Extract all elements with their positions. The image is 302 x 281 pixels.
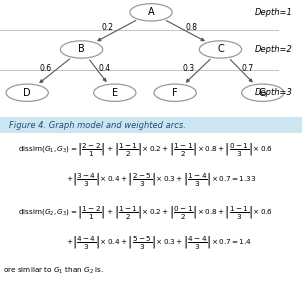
- Text: $+\left|\dfrac{4-4}{3}\right|\!\times 0.4+\left|\dfrac{5-5}{3}\right|\!\times 0.: $+\left|\dfrac{4-4}{3}\right|\!\times 0.…: [66, 234, 252, 251]
- Text: Depth=3: Depth=3: [255, 88, 293, 97]
- Circle shape: [154, 84, 196, 101]
- Text: B: B: [78, 44, 85, 55]
- Text: $+\left|\dfrac{3-4}{3}\right|\!\times 0.4+\left|\dfrac{2-5}{3}\right|\!\times 0.: $+\left|\dfrac{3-4}{3}\right|\!\times 0.…: [66, 171, 257, 188]
- Circle shape: [199, 41, 242, 58]
- Circle shape: [6, 84, 48, 101]
- FancyBboxPatch shape: [0, 117, 302, 133]
- Text: Depth=1: Depth=1: [255, 8, 293, 17]
- Text: Figure 4. Graph model and weighted arcs.: Figure 4. Graph model and weighted arcs.: [9, 121, 186, 130]
- Text: 0.2: 0.2: [101, 23, 113, 32]
- Text: 0.7: 0.7: [242, 64, 254, 72]
- Text: 0.3: 0.3: [183, 64, 195, 72]
- Text: C: C: [217, 44, 224, 55]
- Circle shape: [242, 84, 284, 101]
- Text: D: D: [23, 88, 31, 98]
- Text: ore similar to $G_1$ than $G_2$ is.: ore similar to $G_1$ than $G_2$ is.: [3, 266, 104, 276]
- Text: Depth=2: Depth=2: [255, 45, 293, 54]
- Text: dissim$(G_1,G_3) = \left|\dfrac{2-2}{1}\right|+\left|\dfrac{1-1}{2}\right|\!\tim: dissim$(G_1,G_3) = \left|\dfrac{2-2}{1}\…: [18, 141, 273, 158]
- Text: E: E: [112, 88, 118, 98]
- Text: G: G: [259, 88, 266, 98]
- Circle shape: [130, 4, 172, 21]
- Text: F: F: [172, 88, 178, 98]
- Text: 0.6: 0.6: [39, 64, 51, 72]
- Text: 0.8: 0.8: [186, 23, 198, 32]
- Text: A: A: [148, 7, 154, 17]
- Text: dissim$(G_2,G_3) = \left|\dfrac{1-2}{1}\right|+\left|\dfrac{1-1}{2}\right|\!\tim: dissim$(G_2,G_3) = \left|\dfrac{1-2}{1}\…: [18, 204, 273, 221]
- Text: 0.4: 0.4: [98, 64, 110, 72]
- Circle shape: [60, 41, 103, 58]
- Circle shape: [94, 84, 136, 101]
